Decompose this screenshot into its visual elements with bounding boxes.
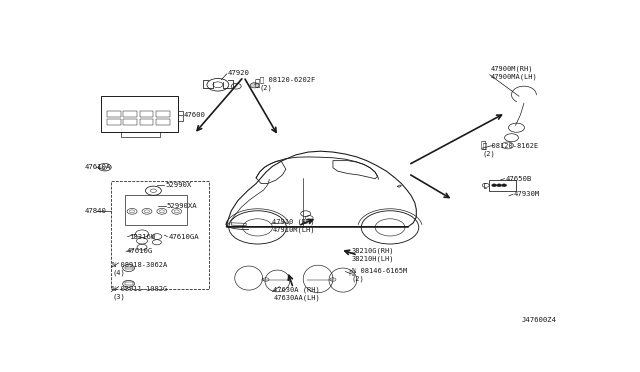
Bar xyxy=(101,96,178,132)
Text: 52990X: 52990X xyxy=(165,182,191,188)
Circle shape xyxy=(502,184,507,187)
Text: ℕ: ℕ xyxy=(349,269,355,278)
Circle shape xyxy=(497,184,502,187)
Bar xyxy=(123,111,137,117)
Text: 47920: 47920 xyxy=(228,70,250,76)
Circle shape xyxy=(492,184,497,187)
Text: 47610GA: 47610GA xyxy=(168,234,199,240)
Text: 18316W: 18316W xyxy=(129,234,155,240)
Text: Ⓑ: Ⓑ xyxy=(254,80,260,89)
Text: 47930M: 47930M xyxy=(514,191,540,197)
Text: 47600: 47600 xyxy=(183,112,205,118)
Bar xyxy=(140,111,154,117)
Text: ℕ 08911-1082G
(3): ℕ 08911-1082G (3) xyxy=(112,286,168,300)
Bar xyxy=(140,119,154,125)
Text: 47610G: 47610G xyxy=(127,248,154,254)
Bar xyxy=(125,282,132,285)
Text: ℕ 08146-6165M
(2): ℕ 08146-6165M (2) xyxy=(352,268,407,282)
Text: 47650B: 47650B xyxy=(506,176,532,182)
Bar xyxy=(156,111,170,117)
Text: 47840: 47840 xyxy=(85,208,107,214)
Bar xyxy=(489,180,516,191)
Text: 47910 (RH)
47910M(LH): 47910 (RH) 47910M(LH) xyxy=(273,218,315,233)
Bar xyxy=(111,181,209,289)
Bar xyxy=(156,119,170,125)
Text: 38210G(RH)
38210H(LH): 38210G(RH) 38210H(LH) xyxy=(352,248,394,262)
Circle shape xyxy=(250,83,259,88)
Bar xyxy=(107,119,121,125)
Bar xyxy=(125,195,187,225)
Text: 47900M(RH)
47900MA(LH): 47900M(RH) 47900MA(LH) xyxy=(491,65,538,80)
Text: Ⓑ 08120-6202F
(2): Ⓑ 08120-6202F (2) xyxy=(260,77,315,92)
Bar xyxy=(107,111,121,117)
Bar xyxy=(123,119,137,125)
Text: ℕ 08918-3062A
(4): ℕ 08918-3062A (4) xyxy=(112,263,168,276)
Text: 47630A (RH)
47630AA(LH): 47630A (RH) 47630AA(LH) xyxy=(273,286,320,301)
Text: 47610A: 47610A xyxy=(85,164,111,170)
Text: Ⓑ 08120-8162E
(2): Ⓑ 08120-8162E (2) xyxy=(483,143,538,157)
Text: J47600Z4: J47600Z4 xyxy=(521,317,556,323)
Text: 52990XA: 52990XA xyxy=(167,203,197,209)
Text: Ⓑ: Ⓑ xyxy=(480,142,485,151)
Bar xyxy=(125,267,132,269)
